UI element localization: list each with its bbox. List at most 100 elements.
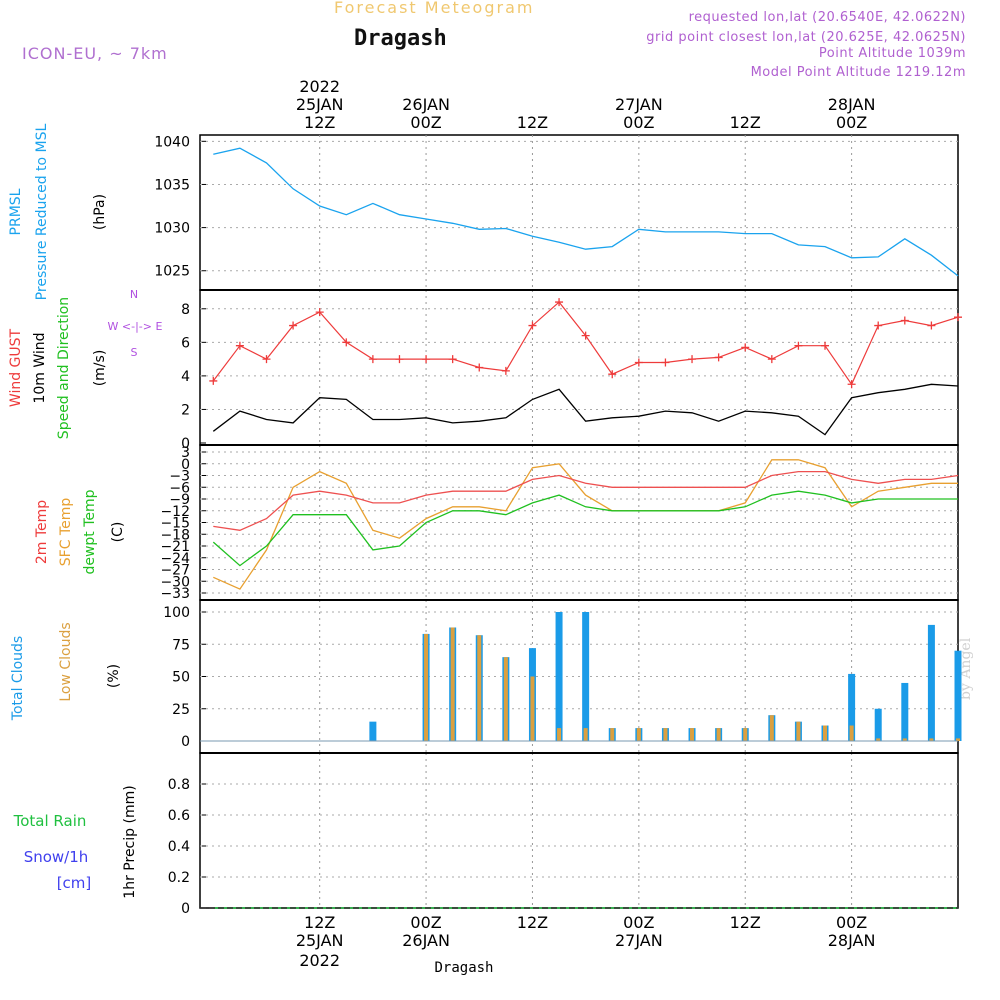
low-cloud-bar [823,725,828,741]
low-cloud-bar [530,676,535,741]
gust-marker [235,341,244,350]
total-cloud-bar [369,721,377,741]
gust-marker [900,316,909,325]
y-tick-label: −18 [160,527,190,543]
grid-coords: grid point closest lon,lat (20.625E, 42.… [646,30,966,45]
model-altitude: Model Point Altitude 1219.12m [750,65,966,80]
y-tick-label: 25 [172,702,190,718]
model-label: ICON-EU, ~ 7km [22,44,168,63]
x-tick-hour-top: 12Z [304,113,335,132]
y-tick-label: 0.8 [168,777,190,793]
pressure-label-2: Pressure Reduced to MSL [34,123,50,300]
temp-unit: (C) [110,522,126,543]
gust-marker [448,355,457,364]
low-cloud-bar [796,721,801,741]
x-tick-hour-bottom: 12Z [517,913,548,932]
gust-marker [555,298,564,307]
total-cloud-bar [874,708,882,741]
dewpt-temp-line [212,490,958,567]
low-cloud-bar [849,725,854,741]
low-cloud-bar [503,657,508,741]
y-tick-label: 3 [181,445,190,461]
x-tick-hour-bottom: 00Z [623,913,654,932]
footer-location: Dragash [434,960,493,976]
temp-label-dewpt: dewpt Temp [82,489,98,574]
gust-marker [608,370,617,379]
wind-label-gust: Wind GUST [8,328,24,407]
pressure-line [213,147,959,277]
requested-coords: requested lon,lat (20.6540E, 42.0622N) [688,10,966,25]
total-cloud-bar [927,624,935,741]
gust-marker [794,341,803,350]
y-tick-label: −21 [160,539,190,555]
gust-marker [821,341,830,350]
y-tick-label: 0.4 [168,839,190,855]
low-cloud-bar [690,728,695,741]
gust-marker [741,343,750,352]
y-tick-label: 6 [181,335,190,351]
low-cloud-bar [956,738,960,741]
y-tick-label: 0.2 [168,870,190,886]
x-tick-year-bottom: 2022 [299,951,340,970]
gust-marker [501,366,510,375]
x-tick-date-top: 27JAN [615,95,663,114]
total-cloud-bar [954,650,962,741]
x-tick-date-bottom: 26JAN [402,931,450,950]
precip-label-cm: [cm] [57,874,92,892]
precip-unit: 1hr Precip (mm) [122,785,138,898]
y-tick-label: 4 [181,369,190,385]
y-tick-label: 1035 [154,177,190,193]
y-tick-label: 0.6 [168,808,190,824]
temp-label-sfc: SFC Temp [58,498,74,567]
clouds-label-total: Total Clouds [10,636,26,721]
total-cloud-bar [848,673,856,741]
sfc-temp-line [213,459,958,590]
location-title: Dragash [354,26,447,51]
x-tick-date-top: 28JAN [828,95,876,114]
temp-label-2m: 2m Temp [34,500,50,564]
gust-marker [661,358,670,367]
wind-unit: (m/s) [92,350,108,387]
x-tick-hour-bottom: 12Z [304,913,335,932]
low-cloud-bar [477,635,482,741]
gust-marker [581,331,590,340]
total-cloud-bar [555,612,563,741]
y-tick-label: 100 [163,605,190,621]
panel-frame [199,289,959,446]
gust-marker [954,313,962,322]
x-tick-hour-bottom: 00Z [836,913,867,932]
y-tick-label: 75 [172,637,190,653]
y-tick-label: 0 [181,457,190,473]
low-cloud-bar [636,728,641,741]
gust-marker [847,380,856,389]
low-cloud-bar [902,738,907,741]
panel-frame [199,752,959,909]
compass-axis: W <-|-> E [108,320,163,333]
low-cloud-bar [716,728,721,741]
low-cloud-bar [583,728,588,741]
total-cloud-bar [582,612,590,741]
low-cloud-bar [424,633,429,741]
gust-marker [342,338,351,347]
y-tick-label: −6 [169,480,190,496]
gust-marker [714,353,723,362]
low-cloud-bar [743,728,748,741]
low-cloud-bar [450,627,455,741]
wind-label-dir: Speed and Direction [56,297,72,439]
x-tick-date-top: 26JAN [402,95,450,114]
y-tick-label: −30 [160,574,190,590]
gust-line [212,301,959,386]
precip-label-snow: Snow/1h [24,848,89,866]
x-tick-hour-bottom: 12Z [730,913,761,932]
low-cloud-bar [929,738,934,741]
y-tick-label: 2 [181,402,190,418]
gust-marker [368,355,377,364]
clouds-label-low: Low Clouds [58,622,74,701]
gust-marker [289,321,298,330]
y-tick-label: 8 [181,302,190,318]
y-tick-label: 0 [181,901,190,917]
y-tick-label: −27 [160,563,190,579]
y-tick-label: 50 [172,670,190,686]
y-tick-label: 1025 [154,264,190,280]
